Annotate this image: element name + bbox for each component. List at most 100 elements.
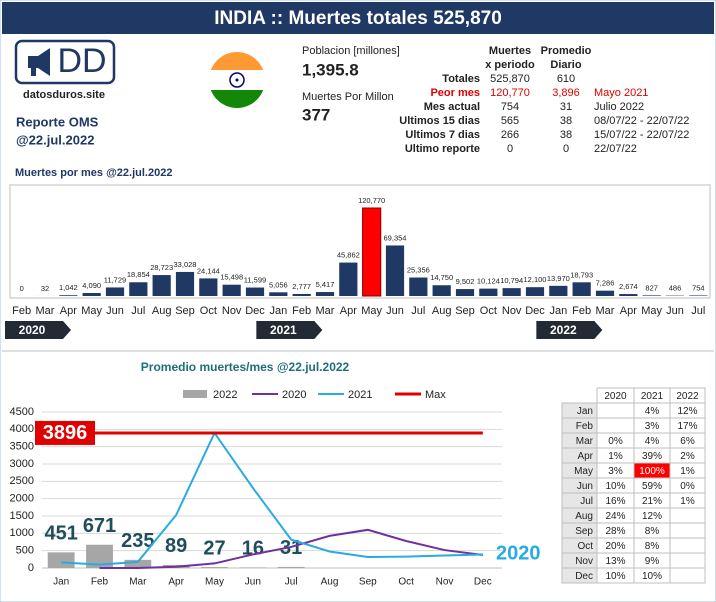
bar — [59, 295, 78, 296]
y-tick-label: 4000 — [10, 423, 34, 435]
stats-cell: 38 — [560, 129, 572, 141]
x-tick-label: Mar — [129, 577, 147, 588]
x-tick-label: Apr — [620, 305, 637, 317]
x-tick-label: May — [205, 577, 224, 588]
table-value: 10% — [605, 571, 625, 582]
bar-value-label: 12,100 — [524, 275, 547, 284]
bar-value-label: 2,777 — [292, 282, 311, 291]
table-value: 3% — [608, 466, 623, 477]
x-tick-label: Oct — [200, 305, 217, 317]
bar-value-label: 15,498 — [220, 273, 243, 282]
bar-value-label: 27 — [203, 537, 225, 559]
bar-value-label: 45,862 — [337, 251, 360, 260]
table-month: Dec — [575, 571, 593, 582]
y-tick-label: 4500 — [10, 406, 34, 418]
bar — [124, 559, 152, 568]
x-tick-label: Nov — [436, 577, 454, 588]
bar — [432, 285, 451, 296]
stats-cell: 266 — [501, 129, 519, 141]
table-cell — [669, 507, 706, 524]
x-tick-label: May — [361, 305, 382, 317]
bar — [619, 294, 638, 296]
bar — [201, 567, 228, 568]
stats-header: Diario — [550, 59, 581, 71]
table-month: Jul — [580, 496, 593, 507]
y-tick-label: 0 — [28, 562, 34, 574]
table-month: Sep — [575, 526, 593, 537]
bar-value-label: 25,356 — [407, 266, 430, 275]
y-tick-label: 3000 — [10, 458, 34, 470]
bar — [47, 552, 75, 568]
bar-value-label: 10,794 — [500, 276, 523, 285]
table-cell — [669, 522, 706, 539]
stats-cell: 22/07/22 — [594, 143, 637, 155]
bar-value-label: 13,970 — [547, 274, 570, 283]
table-value: 39% — [642, 451, 662, 462]
x-tick-label: Aug — [432, 305, 452, 317]
stats-cell: 38 — [560, 115, 572, 127]
table-month: May — [574, 466, 593, 477]
x-tick-label: Apr — [340, 305, 357, 317]
x-tick-label: Apr — [60, 305, 77, 317]
stats-cell: 31 — [560, 101, 572, 113]
bar-value-label: 18,854 — [127, 270, 150, 279]
bar — [199, 278, 218, 296]
bar — [642, 295, 661, 296]
x-tick-label: Feb — [572, 305, 591, 317]
bar-value-label: 0 — [20, 284, 24, 293]
bar-value-label: 120,770 — [358, 196, 385, 205]
annotation: 2020 — [496, 542, 541, 564]
table-value: 12% — [677, 406, 697, 417]
x-tick-label: Aug — [152, 305, 172, 317]
bar — [222, 284, 241, 296]
line-chart: 0 500 1000 1500 2000 2500 3000 3500 4000 4500 Jan F… — [10, 389, 541, 588]
x-tick-label: Jul — [285, 577, 298, 588]
x-tick-label: Dec — [245, 305, 265, 317]
x-tick-label: Jan — [53, 577, 69, 588]
legend-label: 2021 — [348, 389, 372, 401]
bar — [105, 287, 125, 296]
x-tick-label: Jun — [386, 305, 404, 317]
stats-row-label: Ultimo reporte — [405, 143, 480, 155]
table-month: Aug — [575, 511, 593, 522]
stats-cell: Julio 2022 — [594, 101, 644, 113]
table-value: 24% — [605, 511, 625, 522]
year-tag — [536, 321, 603, 339]
bar — [315, 292, 335, 296]
stats-table: Muertes x periodo Promedio Diario Totales 525… — [399, 45, 689, 155]
bar — [525, 287, 545, 296]
bar-value-label: 486 — [669, 284, 682, 293]
bar-value-label: 5,417 — [316, 280, 335, 289]
table-month: Apr — [577, 451, 593, 462]
table-value: 59% — [642, 481, 662, 492]
x-tick-label: Jun — [245, 577, 261, 588]
year-label: 2020 — [19, 323, 46, 337]
x-tick-label: Jun — [106, 305, 124, 317]
stats-header: x periodo — [485, 59, 535, 71]
bar — [502, 288, 521, 296]
table-month: Nov — [575, 556, 593, 567]
bar-value-label: 1,042 — [59, 283, 78, 292]
x-tick-label: Oct — [480, 305, 497, 317]
table-cell — [596, 402, 635, 419]
bar — [339, 262, 358, 296]
x-tick-label: May — [81, 305, 102, 317]
logo-megaphone — [28, 48, 50, 76]
table-value: 0% — [680, 481, 695, 492]
stats-cell: 754 — [501, 101, 519, 113]
bar-value-label: 671 — [83, 515, 116, 537]
bar-value-label: 4,090 — [82, 281, 101, 290]
x-tick-label: Jul — [131, 305, 145, 317]
stats-row-label: Peor mes — [430, 87, 480, 99]
stats-cell: 15/07/22 - 22/07/22 — [594, 129, 689, 141]
x-tick-label: Feb — [91, 577, 109, 588]
y-tick-label: 1500 — [10, 510, 34, 522]
stats-cell: 525,870 — [490, 73, 530, 85]
logo-handle — [31, 68, 36, 76]
bar-value-label: 11,729 — [104, 275, 126, 284]
table-value: 10% — [642, 571, 662, 582]
table-value: 8% — [645, 526, 660, 537]
legend-label: 2020 — [282, 389, 306, 401]
x-tick-label: Nov — [502, 305, 522, 317]
stats-row-label: Ultimos 15 dias — [399, 115, 480, 127]
